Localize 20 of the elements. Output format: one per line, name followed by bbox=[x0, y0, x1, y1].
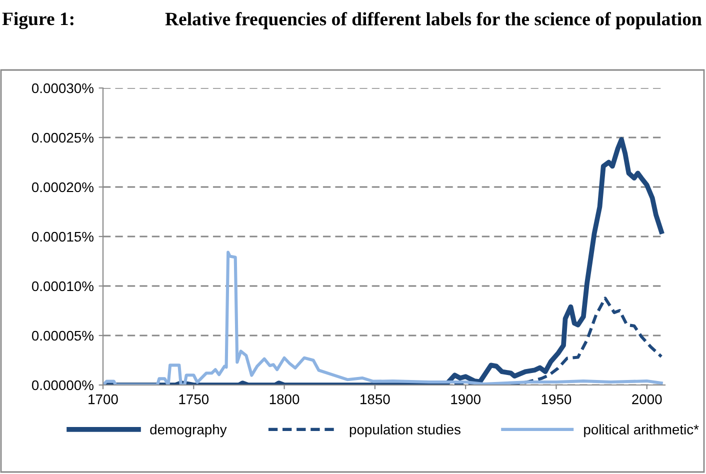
x-tick-label: 1800 bbox=[270, 394, 300, 404]
legend-label: population studies bbox=[350, 424, 460, 438]
x-tick-label: 1750 bbox=[179, 394, 209, 404]
x-tick-label: 1950 bbox=[542, 394, 572, 404]
y-tick-label: 0.00005% bbox=[32, 330, 94, 341]
y-tick-label: 0.00025% bbox=[32, 132, 94, 143]
x-tick-label: 2000 bbox=[632, 394, 662, 404]
x-tick-label: 1700 bbox=[88, 394, 118, 404]
x-tick-label: 1850 bbox=[360, 394, 390, 404]
y-tick-label: 0.00030% bbox=[32, 83, 94, 94]
caption: Figure 1: bbox=[2, 12, 74, 30]
chart-title: Relative frequencies of different labels for the science of population bbox=[165, 12, 702, 30]
y-tick-label: 0.00020% bbox=[32, 182, 94, 192]
line-series bbox=[103, 250, 663, 385]
y-tick-label: 0.00015% bbox=[32, 232, 94, 242]
y-tick-label: 0.00000% bbox=[32, 380, 94, 390]
y-tick-label: 0.00010% bbox=[32, 281, 94, 292]
legend-label: political arithmetic* bbox=[584, 424, 699, 438]
legend-label: demography bbox=[150, 424, 227, 438]
x-tick-label: 1900 bbox=[451, 394, 480, 404]
